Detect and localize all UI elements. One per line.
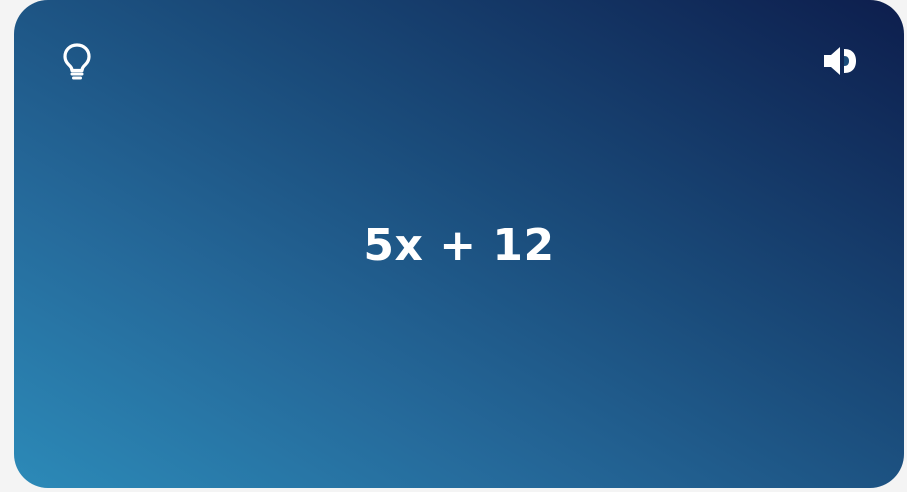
lightbulb-icon	[63, 43, 91, 80]
hint-button[interactable]	[60, 40, 94, 82]
flashcard[interactable]: 5x + 12	[14, 0, 904, 488]
speaker-icon	[824, 47, 856, 75]
flashcard-term: 5x + 12	[363, 220, 555, 271]
audio-button[interactable]	[820, 41, 860, 81]
